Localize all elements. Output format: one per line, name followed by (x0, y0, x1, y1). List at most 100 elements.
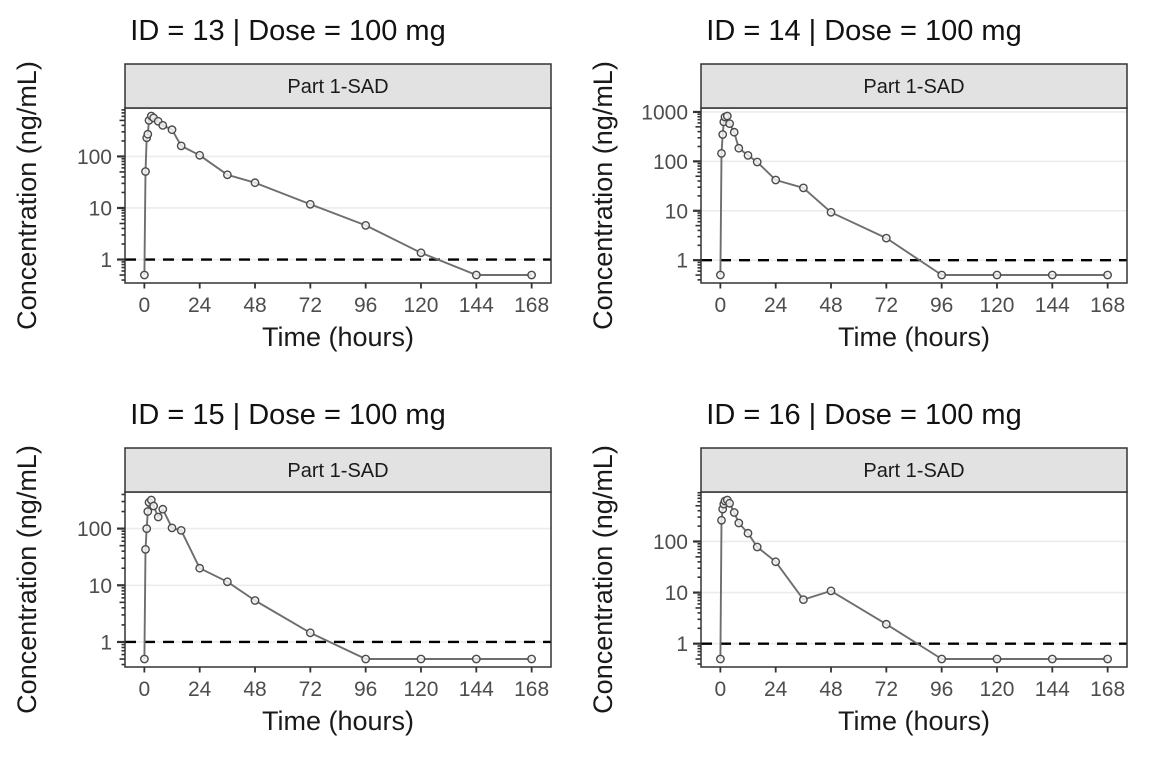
data-point (1103, 270, 1112, 280)
y-axis: 1 10 100 (653, 491, 701, 665)
panel-background (701, 108, 1127, 283)
data-point (167, 125, 177, 135)
data-point (752, 157, 762, 167)
data-point (937, 654, 947, 664)
pk-panel-id-15: Part 1-SAD 0 24 48 72 96 120 144 168 1 10 100 ID = 1… (0, 384, 576, 768)
y-tick-label: 10 (89, 575, 112, 598)
data-point (361, 220, 371, 230)
panel-svg: Part 1-SAD 0 24 48 72 96 120 144 168 1 10 100 ID = 1… (588, 399, 1128, 736)
panel-svg: Part 1-SAD 0 24 48 72 96 120 144 168 1 10 100 ID = 1… (12, 399, 552, 736)
x-tick-label: 72 (299, 294, 322, 317)
data-point (153, 512, 163, 522)
data-point (992, 270, 1002, 280)
facet-strip (700, 63, 1128, 109)
data-point (305, 628, 315, 638)
y-axis: 1 10 100 (77, 493, 125, 666)
data-point (729, 127, 739, 137)
data-point (1047, 654, 1057, 664)
y-tick-label: 100 (653, 531, 688, 554)
x-tick-label: 24 (764, 678, 788, 701)
facet-strip-label: Part 1-SAD (287, 460, 388, 482)
data-point (158, 504, 168, 514)
y-axis-title: Concentration (ng/mL) (12, 445, 42, 714)
data-point (743, 150, 753, 160)
panel-background (125, 108, 551, 283)
data-point (222, 577, 232, 587)
data-point (937, 270, 947, 280)
data-point (195, 150, 205, 160)
data-point (717, 515, 726, 525)
data-point (771, 175, 781, 185)
x-tick-label: 96 (354, 294, 377, 317)
data-point (881, 233, 891, 243)
x-axis: 0 24 48 72 96 120 144 168 (139, 283, 549, 317)
x-tick-label: 24 (188, 678, 212, 701)
data-point (471, 654, 481, 664)
data-point (1103, 654, 1112, 664)
y-tick-label: 1 (676, 633, 688, 656)
x-tick-label: 120 (403, 294, 438, 317)
x-tick-label: 168 (514, 678, 549, 701)
series-points (715, 111, 1112, 280)
panel-title: ID = 14 | Dose = 100 mg (706, 15, 1021, 47)
data-point (881, 619, 891, 629)
data-point (416, 654, 426, 664)
y-tick-label: 1000 (641, 102, 688, 125)
x-tick-label: 0 (715, 294, 727, 317)
x-tick-label: 48 (819, 678, 842, 701)
data-point (361, 654, 371, 664)
data-point (176, 141, 186, 151)
x-tick-label: 120 (979, 678, 1014, 701)
x-tick-label: 144 (459, 294, 494, 317)
data-point (167, 523, 177, 533)
x-axis-title: Time (hours) (262, 322, 414, 352)
data-point (527, 270, 536, 280)
x-axis-title: Time (hours) (838, 322, 990, 352)
data-point (139, 654, 149, 664)
x-tick-label: 72 (299, 678, 322, 701)
x-axis-title: Time (hours) (838, 706, 990, 736)
x-tick-label: 48 (243, 678, 266, 701)
panel-background (125, 492, 551, 667)
x-tick-label: 96 (930, 294, 953, 317)
data-point (734, 518, 744, 528)
y-axis-title: Concentration (ng/mL) (12, 61, 42, 330)
x-tick-label: 72 (875, 678, 898, 701)
data-point (725, 498, 735, 508)
data-point (826, 207, 836, 217)
y-axis: 1 10 100 1000 (641, 102, 701, 281)
x-tick-label: 96 (354, 678, 377, 701)
y-axis-title: Concentration (ng/mL) (588, 61, 618, 330)
x-tick-label: 144 (1035, 678, 1070, 701)
data-point (722, 111, 732, 121)
data-point (715, 654, 725, 664)
series-points (715, 495, 1112, 664)
data-point (771, 557, 781, 567)
data-point (717, 148, 726, 158)
x-axis: 0 24 48 72 96 120 144 168 (715, 667, 1125, 701)
data-point (305, 199, 315, 209)
x-tick-label: 96 (930, 678, 953, 701)
x-axis: 0 24 48 72 96 120 144 168 (715, 283, 1125, 317)
data-point (158, 121, 168, 130)
panel-background (701, 492, 1127, 667)
data-point (143, 507, 153, 516)
x-axis-title: Time (hours) (262, 706, 414, 736)
x-tick-label: 144 (1035, 294, 1070, 317)
data-point (798, 183, 808, 193)
data-point (992, 654, 1002, 664)
data-point (222, 170, 232, 180)
data-point (176, 525, 186, 535)
data-point (729, 508, 739, 517)
data-point (1047, 270, 1057, 280)
y-tick-label: 10 (665, 200, 688, 223)
y-axis: 1 10 100 (77, 109, 125, 281)
facet-strip (700, 447, 1128, 493)
facet-strip (124, 447, 552, 493)
pk-panel-id-16: Part 1-SAD 0 24 48 72 96 120 144 168 1 10 100 ID = 1… (576, 384, 1152, 768)
facet-strip (124, 63, 552, 109)
x-tick-label: 0 (139, 678, 151, 701)
x-tick-label: 168 (1090, 678, 1125, 701)
data-point (471, 270, 481, 280)
